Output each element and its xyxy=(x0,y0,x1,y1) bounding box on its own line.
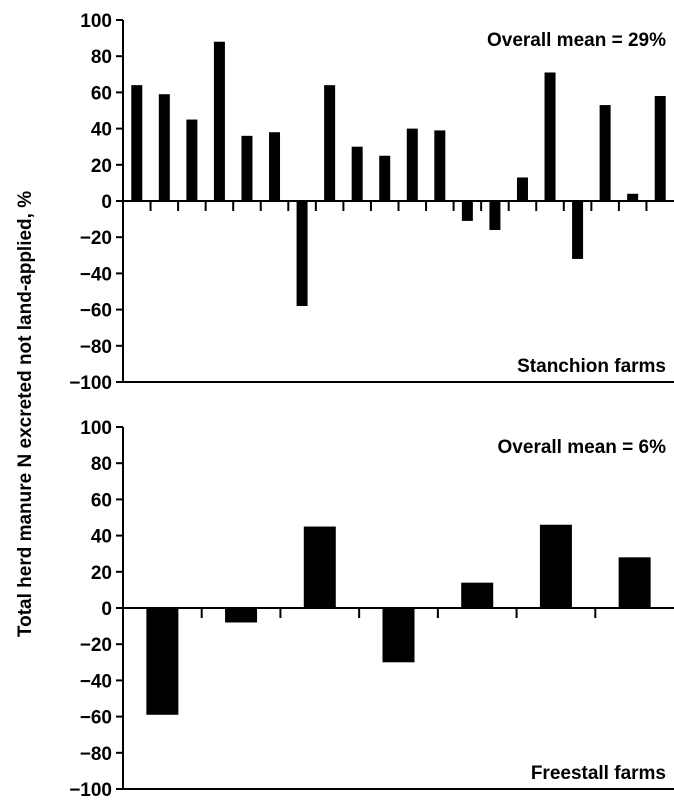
stanchion-y-tick-label: −80 xyxy=(80,337,112,358)
freestall-y-tick-label: 0 xyxy=(101,599,112,620)
stanchion-bar xyxy=(241,135,253,201)
stanchion-panel: 100 80 60 40 20 0 −20 −40 −60 −80 −100 Overall mean… xyxy=(69,11,674,394)
stanchion-y-tick-label: 100 xyxy=(80,11,112,32)
freestall-bar xyxy=(618,557,651,608)
freestall-y-tick-label: −100 xyxy=(69,780,112,800)
stanchion-y-tick-label: −60 xyxy=(80,301,112,322)
stanchion-bar xyxy=(516,177,528,201)
freestall-y-tick-label: 20 xyxy=(91,563,112,584)
stanchion-bar xyxy=(296,201,308,306)
stanchion-y-tick-label: 40 xyxy=(91,120,112,141)
stanchion-bar xyxy=(627,193,639,201)
freestall-panel-label: Freestall farms xyxy=(531,763,666,784)
stanchion-bar xyxy=(434,130,446,201)
freestall-bar xyxy=(539,524,572,608)
stanchion-bar xyxy=(599,105,611,201)
freestall-bar xyxy=(225,608,258,623)
stanchion-bar xyxy=(186,119,198,201)
freestall-y-tick-label: −20 xyxy=(80,635,112,656)
freestall-y-tick-label: −40 xyxy=(80,671,112,692)
freestall-y-tick-label: −60 xyxy=(80,708,112,729)
stanchion-bar xyxy=(572,201,584,259)
freestall-y-tick-label: 100 xyxy=(80,418,112,439)
stanchion-bar xyxy=(489,201,501,230)
stanchion-bar xyxy=(544,72,556,202)
stanchion-y-tick-label: 80 xyxy=(91,47,112,68)
y-axis-label: Total herd manure N excreted not land-ap… xyxy=(15,191,36,637)
stanchion-bar xyxy=(406,128,418,201)
stanchion-bar xyxy=(158,94,170,201)
freestall-mean-annotation: Overall mean = 6% xyxy=(498,437,667,458)
stanchion-y-tick-label: −40 xyxy=(80,264,112,285)
stanchion-bar xyxy=(654,96,666,201)
stanchion-bar xyxy=(379,155,391,201)
stanchion-panel-label: Stanchion farms xyxy=(517,356,666,377)
stanchion-mean-annotation: Overall mean = 29% xyxy=(487,30,666,51)
stanchion-y-tick-label: 0 xyxy=(101,192,112,213)
freestall-bar xyxy=(303,526,336,608)
freestall-y-tick-label: −80 xyxy=(80,744,112,765)
freestall-panel: 100 80 60 40 20 0 −20 −40 −60 −80 −100 Overall mean… xyxy=(69,418,674,801)
freestall-bar xyxy=(146,608,179,715)
stanchion-bar xyxy=(213,41,225,201)
freestall-bar xyxy=(382,608,415,663)
stanchion-bar xyxy=(324,85,336,201)
freestall-y-tick-label: 40 xyxy=(91,527,112,548)
freestall-bar xyxy=(461,582,494,608)
stanchion-y-tick-label: −20 xyxy=(80,228,112,249)
stanchion-bar xyxy=(269,132,281,201)
stanchion-bar xyxy=(461,201,473,221)
stanchion-y-tick-label: −100 xyxy=(69,373,112,394)
stanchion-bar xyxy=(351,146,363,201)
freestall-y-tick-label: 60 xyxy=(91,490,112,511)
stanchion-bar xyxy=(131,85,143,201)
freestall-y-tick-label: 80 xyxy=(91,454,112,475)
stanchion-y-tick-label: 20 xyxy=(91,156,112,177)
stanchion-y-tick-label: 60 xyxy=(91,83,112,104)
